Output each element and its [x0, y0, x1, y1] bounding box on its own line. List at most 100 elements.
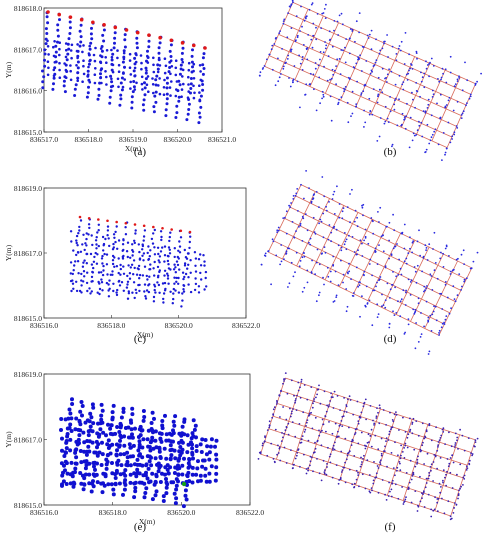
- data-point: [358, 12, 361, 15]
- data-point: [56, 28, 60, 32]
- data-point: [312, 451, 315, 454]
- data-point: [330, 77, 333, 80]
- data-point: [73, 448, 78, 453]
- data-point: [125, 286, 129, 289]
- data-point: [421, 444, 424, 447]
- data-point: [200, 464, 205, 469]
- data-point: [207, 471, 212, 476]
- data-point: [376, 263, 379, 265]
- data-point: [305, 47, 308, 50]
- data-point: [214, 452, 219, 457]
- data-point: [347, 76, 350, 79]
- data-point: [44, 42, 48, 46]
- data-point: [99, 54, 102, 57]
- data-point: [75, 241, 78, 245]
- data-point: [407, 323, 410, 326]
- data-point: [379, 117, 382, 119]
- data-point: [126, 255, 129, 259]
- data-point: [332, 255, 335, 258]
- data-point: [434, 305, 437, 308]
- data-point: [97, 223, 101, 226]
- data-point: [194, 257, 198, 260]
- data-point: [117, 63, 121, 67]
- data-point: [271, 44, 274, 47]
- data-point: [332, 264, 334, 267]
- data-point: [285, 232, 288, 235]
- data-point: [270, 48, 273, 51]
- data-point: [119, 97, 123, 101]
- data-point: [353, 486, 356, 488]
- data-point: [295, 230, 297, 233]
- data-point: [104, 56, 107, 59]
- data-point: [175, 104, 179, 108]
- data-point: [132, 281, 136, 284]
- data-point: [203, 264, 206, 267]
- data-point: [311, 406, 314, 409]
- data-point: [109, 482, 114, 487]
- data-point: [168, 248, 171, 251]
- data-point: [292, 78, 295, 81]
- data-point: [465, 277, 468, 280]
- data-point: [154, 100, 158, 104]
- data-point: [122, 49, 126, 53]
- data-point: [199, 264, 203, 267]
- data-point: [185, 450, 190, 455]
- data-point: [340, 246, 343, 249]
- data-point: [384, 120, 387, 123]
- data-point: [386, 282, 389, 285]
- data-point: [450, 517, 453, 520]
- data-point: [135, 273, 139, 276]
- data-point: [279, 30, 281, 32]
- data-point: [287, 433, 290, 436]
- data-point: [368, 97, 371, 100]
- data-point: [191, 65, 194, 69]
- data-point: [378, 221, 380, 223]
- grid-line: [285, 377, 476, 441]
- data-point: [193, 423, 198, 428]
- data-point: [336, 395, 339, 397]
- data-point: [96, 434, 101, 439]
- data-point: [308, 241, 310, 244]
- data-point: [111, 70, 115, 74]
- data-point: [470, 452, 472, 455]
- data-point: [404, 442, 407, 445]
- data-point: [104, 466, 109, 471]
- data-point: [301, 435, 304, 437]
- data-point: [314, 416, 317, 419]
- data-point: [442, 479, 444, 482]
- data-point: [323, 390, 326, 393]
- data-point: [374, 249, 377, 252]
- data-point: [361, 45, 364, 48]
- data-point: [436, 277, 439, 280]
- grid-line: [268, 428, 460, 491]
- data-point: [406, 102, 408, 105]
- data-point: [398, 429, 400, 431]
- data-point: [409, 430, 411, 433]
- data-point: [165, 467, 170, 472]
- data-point: [101, 430, 106, 435]
- data-point: [332, 449, 334, 451]
- data-point: [310, 411, 312, 414]
- data-point: [128, 472, 133, 477]
- data-point: [303, 19, 306, 22]
- data-point: [150, 471, 155, 476]
- data-point: [329, 270, 332, 273]
- data-point: [145, 476, 150, 481]
- data-point: [172, 448, 177, 453]
- data-point: [91, 243, 94, 247]
- data-point: [401, 451, 404, 453]
- data-point: [412, 98, 414, 101]
- data-point: [364, 121, 367, 124]
- data-point: [202, 458, 207, 463]
- data-point: [128, 445, 133, 450]
- data-point: [64, 450, 68, 455]
- data-point: [135, 457, 140, 462]
- data-point: [427, 477, 430, 480]
- data-point: [429, 273, 432, 276]
- data-point: [297, 210, 299, 212]
- data-point: [354, 40, 356, 43]
- data-point: [102, 269, 105, 272]
- data-point: [409, 67, 411, 70]
- data-point: [142, 415, 147, 419]
- data-point: [352, 66, 355, 68]
